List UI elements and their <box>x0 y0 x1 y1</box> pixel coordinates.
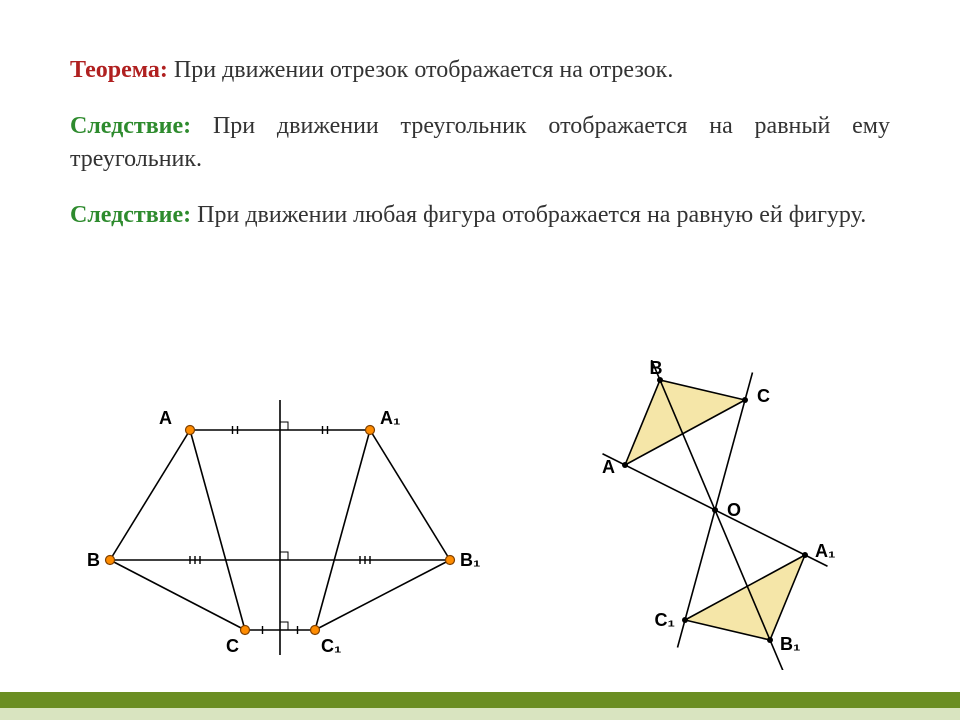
svg-text:A₁: A₁ <box>815 541 835 561</box>
corollary1-body: При движении треугольник отображается на… <box>70 113 890 171</box>
svg-text:C: C <box>757 386 770 406</box>
corollary1-paragraph: Следствие: При движении треугольник отоб… <box>70 110 890 175</box>
corollary1-keyword: Следствие: <box>70 113 191 139</box>
svg-text:C₁: C₁ <box>321 636 341 656</box>
corollary2-paragraph: Следствие: При движении любая фигура ото… <box>70 199 890 231</box>
svg-text:B₁: B₁ <box>780 634 800 654</box>
text-content: Теорема: При движении отрезок отображает… <box>70 30 890 256</box>
svg-text:B: B <box>650 360 663 378</box>
svg-text:A₁: A₁ <box>380 408 400 428</box>
footer-bar <box>0 692 960 720</box>
corollary2-keyword: Следствие: <box>70 202 191 228</box>
footer-bar-dark <box>0 692 960 708</box>
svg-text:A: A <box>159 408 172 428</box>
svg-text:B₁: B₁ <box>460 550 480 570</box>
svg-text:O: O <box>727 500 741 520</box>
figure-point-symmetry: B C A O A₁ B₁ C₁ <box>550 360 880 670</box>
theorem-keyword: Теорема: <box>70 57 168 83</box>
footer-bar-light <box>0 708 960 720</box>
theorem-body: При движении отрезок отображается на отр… <box>168 57 673 83</box>
svg-text:C: C <box>226 636 239 656</box>
corollary2-body: При движении любая фигура отображается н… <box>191 202 866 228</box>
svg-text:C₁: C₁ <box>655 610 675 630</box>
theorem-paragraph: Теорема: При движении отрезок отображает… <box>70 54 890 86</box>
svg-text:A: A <box>602 457 615 477</box>
svg-text:B: B <box>87 550 100 570</box>
figure-line-symmetry: A A₁ B B₁ C C₁ <box>70 390 490 670</box>
